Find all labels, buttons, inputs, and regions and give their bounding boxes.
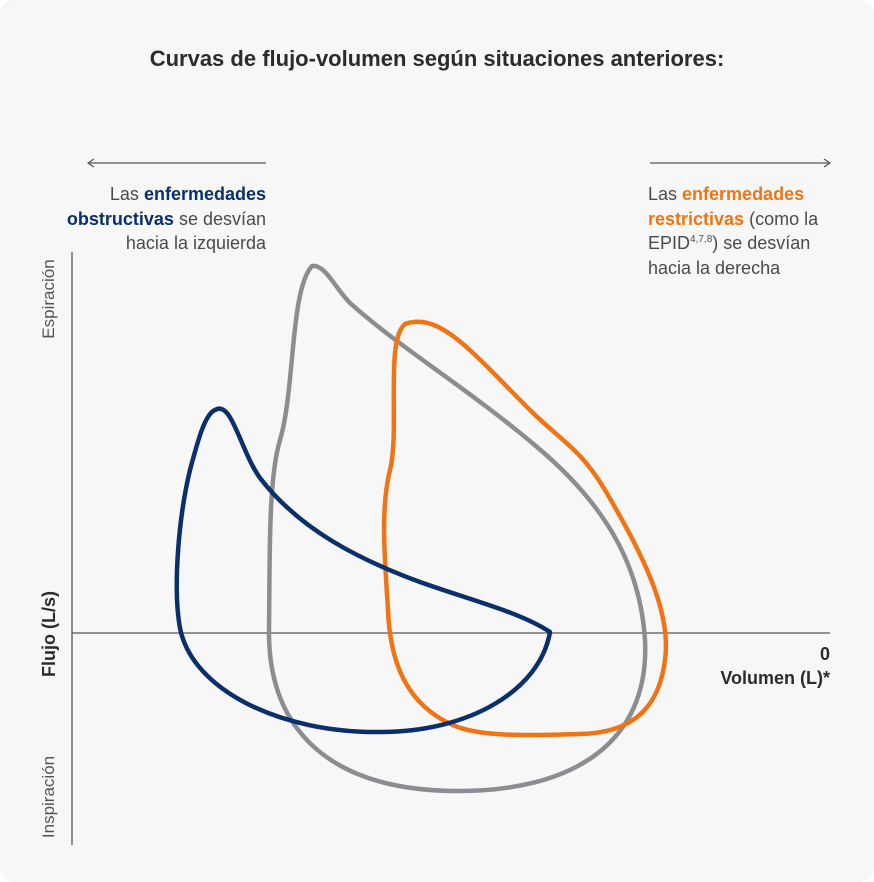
obstructive-curve bbox=[174, 406, 553, 735]
restrictive-note-prefix: Las bbox=[648, 184, 683, 204]
inspiration-label: Inspiración bbox=[39, 755, 58, 839]
restrictive-curve bbox=[381, 319, 669, 738]
obstructive-note-prefix: Las bbox=[109, 184, 144, 204]
restrictive-note-references: 4,7,8 bbox=[690, 234, 713, 245]
right-arrow bbox=[650, 158, 832, 168]
x-zero-label: 0 bbox=[819, 644, 830, 664]
restrictive-note: Las enfermedades restrictivas (como la E… bbox=[648, 182, 848, 280]
normal-curve bbox=[266, 263, 648, 794]
left-arrow bbox=[86, 158, 266, 168]
obstructive-note: Las enfermedades obstructivas se desvían… bbox=[66, 182, 266, 256]
y-axis-label: Flujo (L/s) bbox=[39, 591, 59, 677]
x-axis-label: Volumen (L)* bbox=[720, 668, 830, 688]
figure-title: Curvas de flujo-volumen según situacione… bbox=[149, 46, 725, 71]
obstructive-note-suffix: se desvían hacia la izquierda bbox=[125, 208, 266, 254]
restrictive-note-highlight: enfermedades restrictivas bbox=[648, 184, 805, 229]
restrictive-note-middle: (como la EPID bbox=[648, 208, 819, 254]
obstructive-note-highlight: enfermedades obstructivas bbox=[66, 184, 266, 229]
restrictive-note-suffix: ) se desvían hacia la derecha bbox=[648, 233, 811, 278]
expiration-label: Espiración bbox=[39, 259, 58, 339]
